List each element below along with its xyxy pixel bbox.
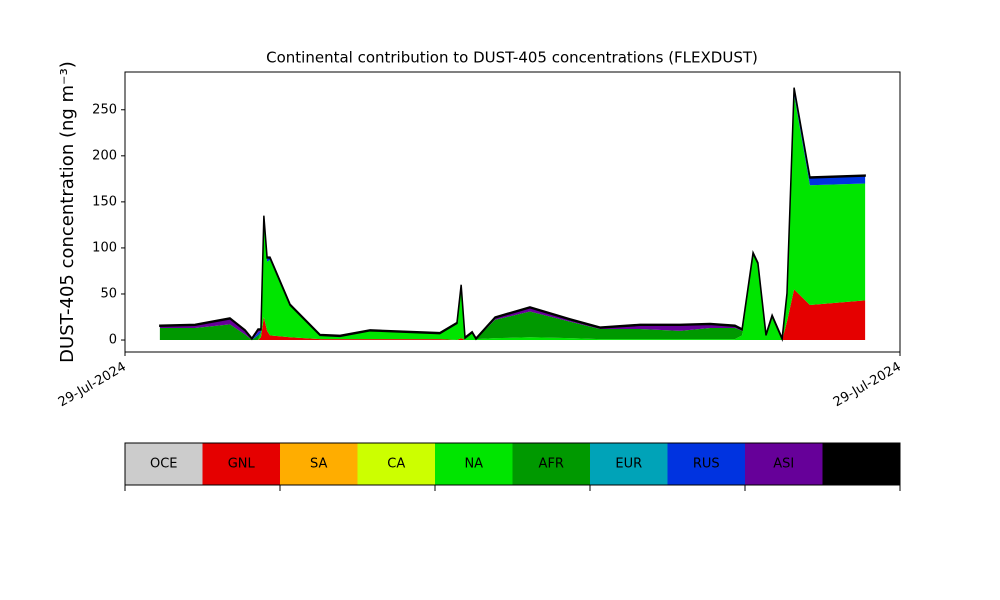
chart-title: Continental contribution to DUST-405 con… <box>266 49 758 67</box>
colorbar-ticks <box>124 485 901 491</box>
x-tick-label: 29-Jul-2024 <box>56 360 129 411</box>
plot-frame <box>124 71 901 353</box>
legend-swatch <box>435 443 513 485</box>
y-tick-label: 100 <box>92 240 117 255</box>
legend-swatch <box>745 443 823 485</box>
area <box>159 87 866 343</box>
y-axis-label: DUST-405 concentration (ng m⁻³) <box>57 61 78 363</box>
legend-label: GNL <box>228 457 256 472</box>
legend: OCE GNL SA CA NA AFR EUR RUS ASI AUS <box>124 442 901 486</box>
legend-label: RUS <box>693 457 720 472</box>
legend-label: AUS <box>848 457 875 472</box>
legend-swatch <box>667 443 745 485</box>
area <box>159 95 866 341</box>
area <box>159 289 866 341</box>
legend-label: SA <box>310 457 327 472</box>
legend-label: OCE <box>150 457 178 472</box>
legend-swatch <box>590 443 668 485</box>
x-tick-label: 29-Jul-2024 <box>831 360 904 411</box>
legend-label: ASI <box>773 457 794 472</box>
legend-label: AFR <box>539 457 564 472</box>
legend-swatch <box>822 443 900 485</box>
y-tick-label: 50 <box>100 286 117 301</box>
legend-swatch <box>512 443 590 485</box>
y-tick-label: 250 <box>92 102 117 117</box>
legend-swatch <box>357 443 435 485</box>
legend-label: NA <box>464 457 483 472</box>
legend-swatch <box>280 443 358 485</box>
legend-label: EUR <box>615 457 642 472</box>
legend-swatch <box>125 443 203 485</box>
legend-label: CA <box>387 457 405 472</box>
y-tick-label: 0 <box>109 333 117 348</box>
legend-frame <box>124 442 901 486</box>
y-tick-label: 200 <box>92 148 117 163</box>
y-tick-label: 150 <box>92 194 117 209</box>
legend-swatch <box>202 443 280 485</box>
plot-area <box>159 87 866 343</box>
